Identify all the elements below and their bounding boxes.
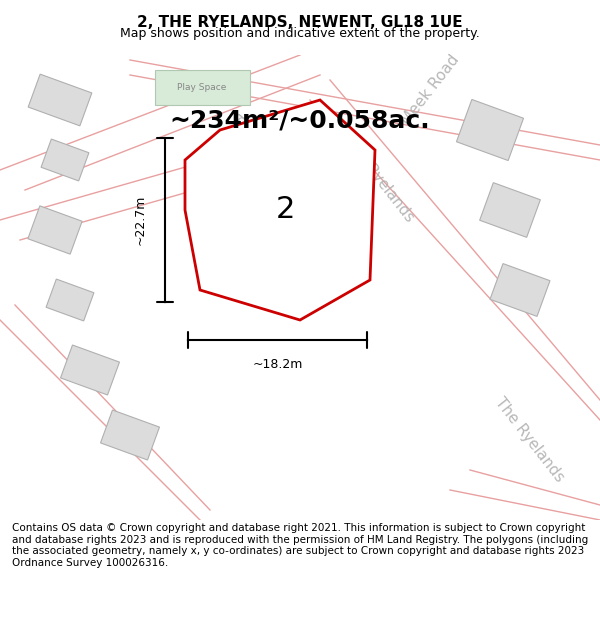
- Text: 2: 2: [275, 196, 295, 224]
- Polygon shape: [28, 74, 92, 126]
- Polygon shape: [245, 154, 335, 256]
- Text: Map shows position and indicative extent of the property.: Map shows position and indicative extent…: [120, 27, 480, 39]
- Text: ~22.7m: ~22.7m: [134, 195, 147, 245]
- Text: Meek Road: Meek Road: [188, 112, 252, 188]
- Polygon shape: [61, 345, 119, 395]
- Text: ~234m²/~0.058ac.: ~234m²/~0.058ac.: [170, 108, 430, 132]
- Text: The Ryelands: The Ryelands: [343, 135, 418, 225]
- Polygon shape: [232, 146, 328, 254]
- Text: Contains OS data © Crown copyright and database right 2021. This information is : Contains OS data © Crown copyright and d…: [12, 523, 588, 568]
- Text: Meek Road: Meek Road: [398, 52, 462, 128]
- Polygon shape: [479, 182, 541, 238]
- Text: ~18.2m: ~18.2m: [253, 358, 302, 371]
- Text: The Ryelands: The Ryelands: [493, 395, 568, 485]
- Text: Play Space: Play Space: [178, 84, 227, 92]
- Polygon shape: [41, 139, 89, 181]
- Polygon shape: [101, 410, 160, 460]
- Polygon shape: [28, 206, 82, 254]
- Polygon shape: [155, 70, 250, 105]
- Text: 2, THE RYELANDS, NEWENT, GL18 1UE: 2, THE RYELANDS, NEWENT, GL18 1UE: [137, 16, 463, 31]
- Polygon shape: [490, 264, 550, 316]
- Polygon shape: [46, 279, 94, 321]
- Polygon shape: [457, 99, 524, 161]
- Polygon shape: [185, 100, 375, 320]
